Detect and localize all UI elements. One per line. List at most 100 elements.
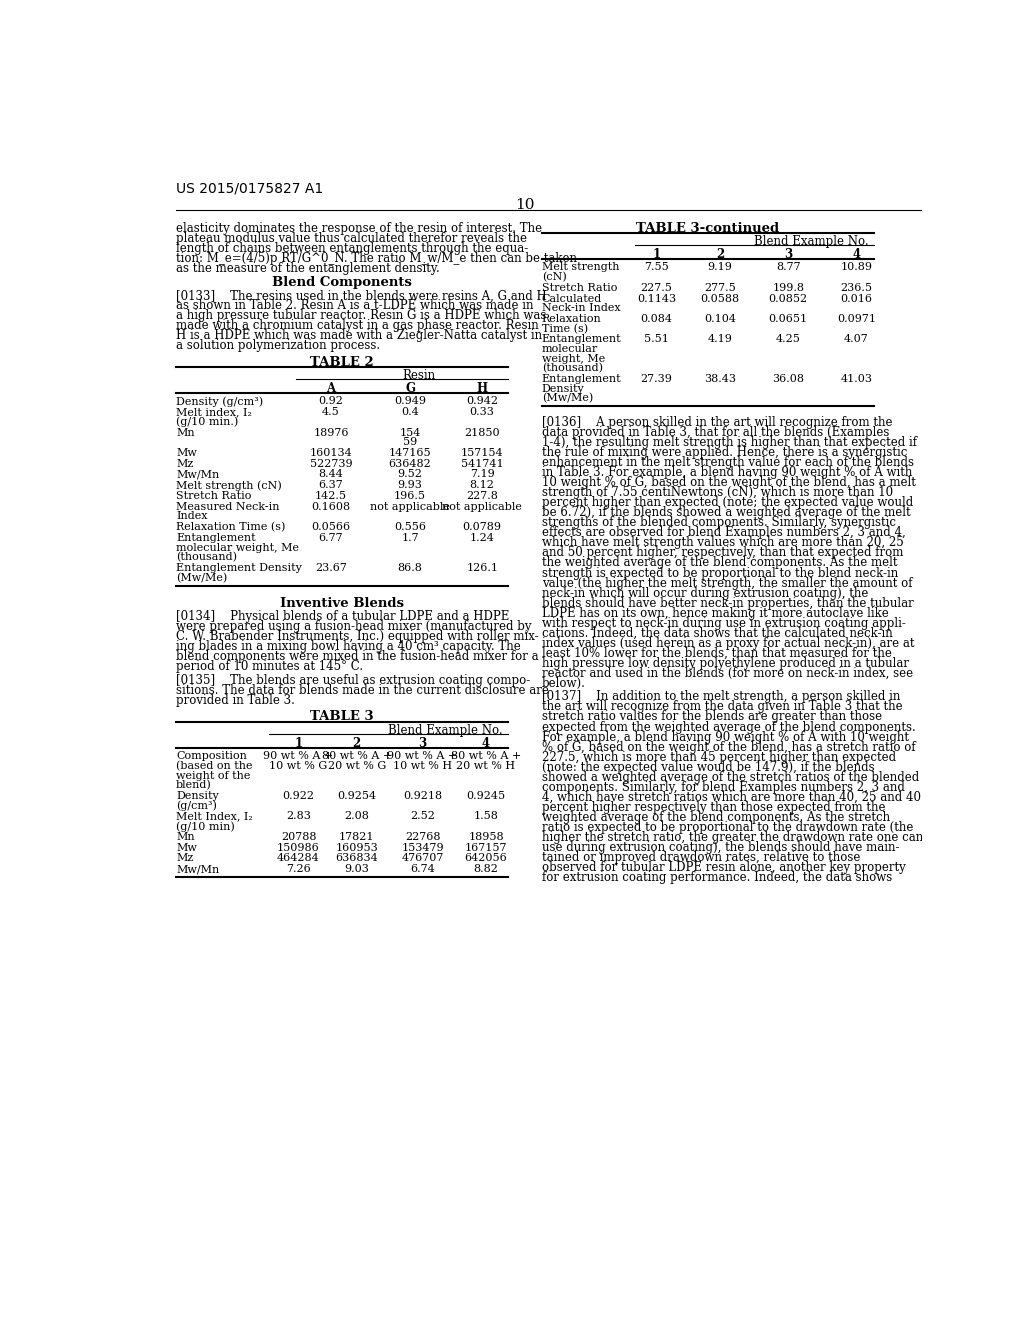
Text: 6.77: 6.77: [318, 533, 343, 543]
Text: US 2015/0175827 A1: US 2015/0175827 A1: [176, 182, 324, 195]
Text: 5.51: 5.51: [644, 334, 669, 345]
Text: Melt strength: Melt strength: [542, 263, 620, 272]
Text: 8.44: 8.44: [318, 470, 343, 479]
Text: Entanglement: Entanglement: [542, 374, 622, 384]
Text: (g/cm³): (g/cm³): [176, 800, 217, 812]
Text: stretch ratio values for the blends are greater than those: stretch ratio values for the blends are …: [542, 710, 882, 723]
Text: the rule of mixing were applied. Hence, there is a synergistic: the rule of mixing were applied. Hence, …: [542, 446, 907, 459]
Text: 227.8: 227.8: [466, 491, 498, 502]
Text: 277.5: 277.5: [705, 282, 736, 293]
Text: 90 wt % A +: 90 wt % A +: [387, 751, 458, 762]
Text: LDPE has on its own, hence making it more autoclave like: LDPE has on its own, hence making it mor…: [542, 607, 889, 619]
Text: Mw: Mw: [176, 447, 197, 458]
Text: 147165: 147165: [389, 447, 431, 458]
Text: least 10% lower for the blends, than that measured for the: least 10% lower for the blends, than tha…: [542, 647, 892, 660]
Text: 0.33: 0.33: [470, 407, 495, 417]
Text: 18976: 18976: [313, 428, 349, 437]
Text: 4.25: 4.25: [776, 334, 801, 345]
Text: 4.07: 4.07: [844, 334, 869, 345]
Text: 59: 59: [403, 437, 417, 447]
Text: 126.1: 126.1: [466, 564, 498, 573]
Text: 0.0852: 0.0852: [769, 293, 808, 304]
Text: 90 wt % A +: 90 wt % A +: [263, 751, 334, 762]
Text: 3: 3: [784, 248, 793, 261]
Text: Density: Density: [542, 384, 585, 393]
Text: 0.1608: 0.1608: [311, 502, 350, 512]
Text: value (the higher the melt strength, the smaller the amount of: value (the higher the melt strength, the…: [542, 577, 912, 590]
Text: [0135]    The blends are useful as extrusion coating compo-: [0135] The blends are useful as extrusio…: [176, 675, 530, 688]
Text: Entanglement Density: Entanglement Density: [176, 564, 302, 573]
Text: Index: Index: [176, 511, 208, 521]
Text: higher the stretch ratio, the greater the drawdown rate one can: higher the stretch ratio, the greater th…: [542, 830, 923, 843]
Text: (Mw/Me): (Mw/Me): [542, 393, 593, 404]
Text: 0.92: 0.92: [318, 396, 343, 407]
Text: For example, a blend having 90 weight % of A with 10 weight: For example, a blend having 90 weight % …: [542, 730, 909, 743]
Text: 142.5: 142.5: [315, 491, 347, 502]
Text: sitions. The data for blends made in the current disclosure are: sitions. The data for blends made in the…: [176, 684, 549, 697]
Text: Calculated: Calculated: [542, 293, 602, 304]
Text: 41.03: 41.03: [841, 374, 872, 384]
Text: TABLE 3: TABLE 3: [310, 710, 374, 723]
Text: H is a HDPE which was made with a Ziegler-Natta catalyst in: H is a HDPE which was made with a Ziegle…: [176, 330, 542, 342]
Text: Melt strength (cN): Melt strength (cN): [176, 480, 282, 491]
Text: use during extrusion coating), the blends should have main-: use during extrusion coating), the blend…: [542, 841, 899, 854]
Text: Stretch Ratio: Stretch Ratio: [542, 282, 617, 293]
Text: Mw: Mw: [176, 842, 197, 853]
Text: with respect to neck-in during use in extrusion coating appli-: with respect to neck-in during use in ex…: [542, 616, 905, 630]
Text: 20 wt % H: 20 wt % H: [457, 760, 516, 771]
Text: made with a chromium catalyst in a gas phase reactor. Resin: made with a chromium catalyst in a gas p…: [176, 319, 539, 333]
Text: 642056: 642056: [465, 853, 508, 863]
Text: 23.67: 23.67: [315, 564, 347, 573]
Text: 1.7: 1.7: [401, 533, 419, 543]
Text: reactor and used in the blends (for more on neck-in index, see: reactor and used in the blends (for more…: [542, 667, 913, 680]
Text: 1: 1: [652, 248, 660, 261]
Text: (thousand): (thousand): [542, 363, 603, 374]
Text: H: H: [476, 383, 487, 396]
Text: 476707: 476707: [401, 853, 443, 863]
Text: Stretch Ratio: Stretch Ratio: [176, 491, 252, 502]
Text: (Mw/Me): (Mw/Me): [176, 573, 227, 583]
Text: 8.77: 8.77: [776, 263, 801, 272]
Text: weight, Me: weight, Me: [542, 354, 605, 363]
Text: C. W. Brabender Instruments, Inc.) equipped with roller mix-: C. W. Brabender Instruments, Inc.) equip…: [176, 631, 539, 643]
Text: 10 wt % G: 10 wt % G: [269, 760, 328, 771]
Text: 150986: 150986: [278, 842, 319, 853]
Text: 80 wt % A +: 80 wt % A +: [322, 751, 392, 762]
Text: 80 wt % A +: 80 wt % A +: [451, 751, 521, 762]
Text: Relaxation Time (s): Relaxation Time (s): [176, 523, 286, 532]
Text: index values (used herein as a proxy for actual neck-in), are at: index values (used herein as a proxy for…: [542, 636, 914, 649]
Text: 8.82: 8.82: [474, 865, 499, 874]
Text: 636834: 636834: [335, 853, 378, 863]
Text: 9.93: 9.93: [397, 480, 423, 490]
Text: 236.5: 236.5: [841, 282, 872, 293]
Text: Entanglement: Entanglement: [176, 533, 256, 543]
Text: 17821: 17821: [339, 832, 375, 842]
Text: 1.24: 1.24: [470, 533, 495, 543]
Text: 4: 4: [852, 248, 860, 261]
Text: Entanglement: Entanglement: [542, 334, 622, 345]
Text: Composition: Composition: [176, 751, 247, 762]
Text: Mn: Mn: [176, 832, 195, 842]
Text: 1: 1: [295, 738, 302, 751]
Text: 4, which have stretch ratios which are more than 40, 25 and 40: 4, which have stretch ratios which are m…: [542, 791, 921, 804]
Text: [0134]    Physical blends of a tubular LDPE and a HDPE: [0134] Physical blends of a tubular LDPE…: [176, 610, 509, 623]
Text: 0.016: 0.016: [841, 293, 872, 304]
Text: Blend Example No.: Blend Example No.: [755, 235, 868, 248]
Text: strengths of the blended components. Similarly, synergistic: strengths of the blended components. Sim…: [542, 516, 896, 529]
Text: 9.19: 9.19: [708, 263, 732, 272]
Text: 86.8: 86.8: [397, 564, 423, 573]
Text: 154: 154: [399, 428, 421, 437]
Text: 2.83: 2.83: [286, 812, 311, 821]
Text: percent higher than expected (note: the expected value would: percent higher than expected (note: the …: [542, 496, 913, 510]
Text: the weighted average of the blend components. As the melt: the weighted average of the blend compon…: [542, 557, 897, 569]
Text: Blend Components: Blend Components: [272, 276, 412, 289]
Text: 157154: 157154: [461, 447, 504, 458]
Text: and 50 percent higher, respectively, than that expected from: and 50 percent higher, respectively, tha…: [542, 546, 903, 560]
Text: 9.52: 9.52: [397, 470, 423, 479]
Text: 10 wt % H: 10 wt % H: [393, 760, 452, 771]
Text: 6.37: 6.37: [318, 480, 343, 490]
Text: weight of the: weight of the: [176, 771, 251, 780]
Text: as shown in Table 2. Resin A is a t-LDPE which was made in: as shown in Table 2. Resin A is a t-LDPE…: [176, 300, 534, 313]
Text: 0.949: 0.949: [394, 396, 426, 407]
Text: 4.5: 4.5: [323, 407, 340, 417]
